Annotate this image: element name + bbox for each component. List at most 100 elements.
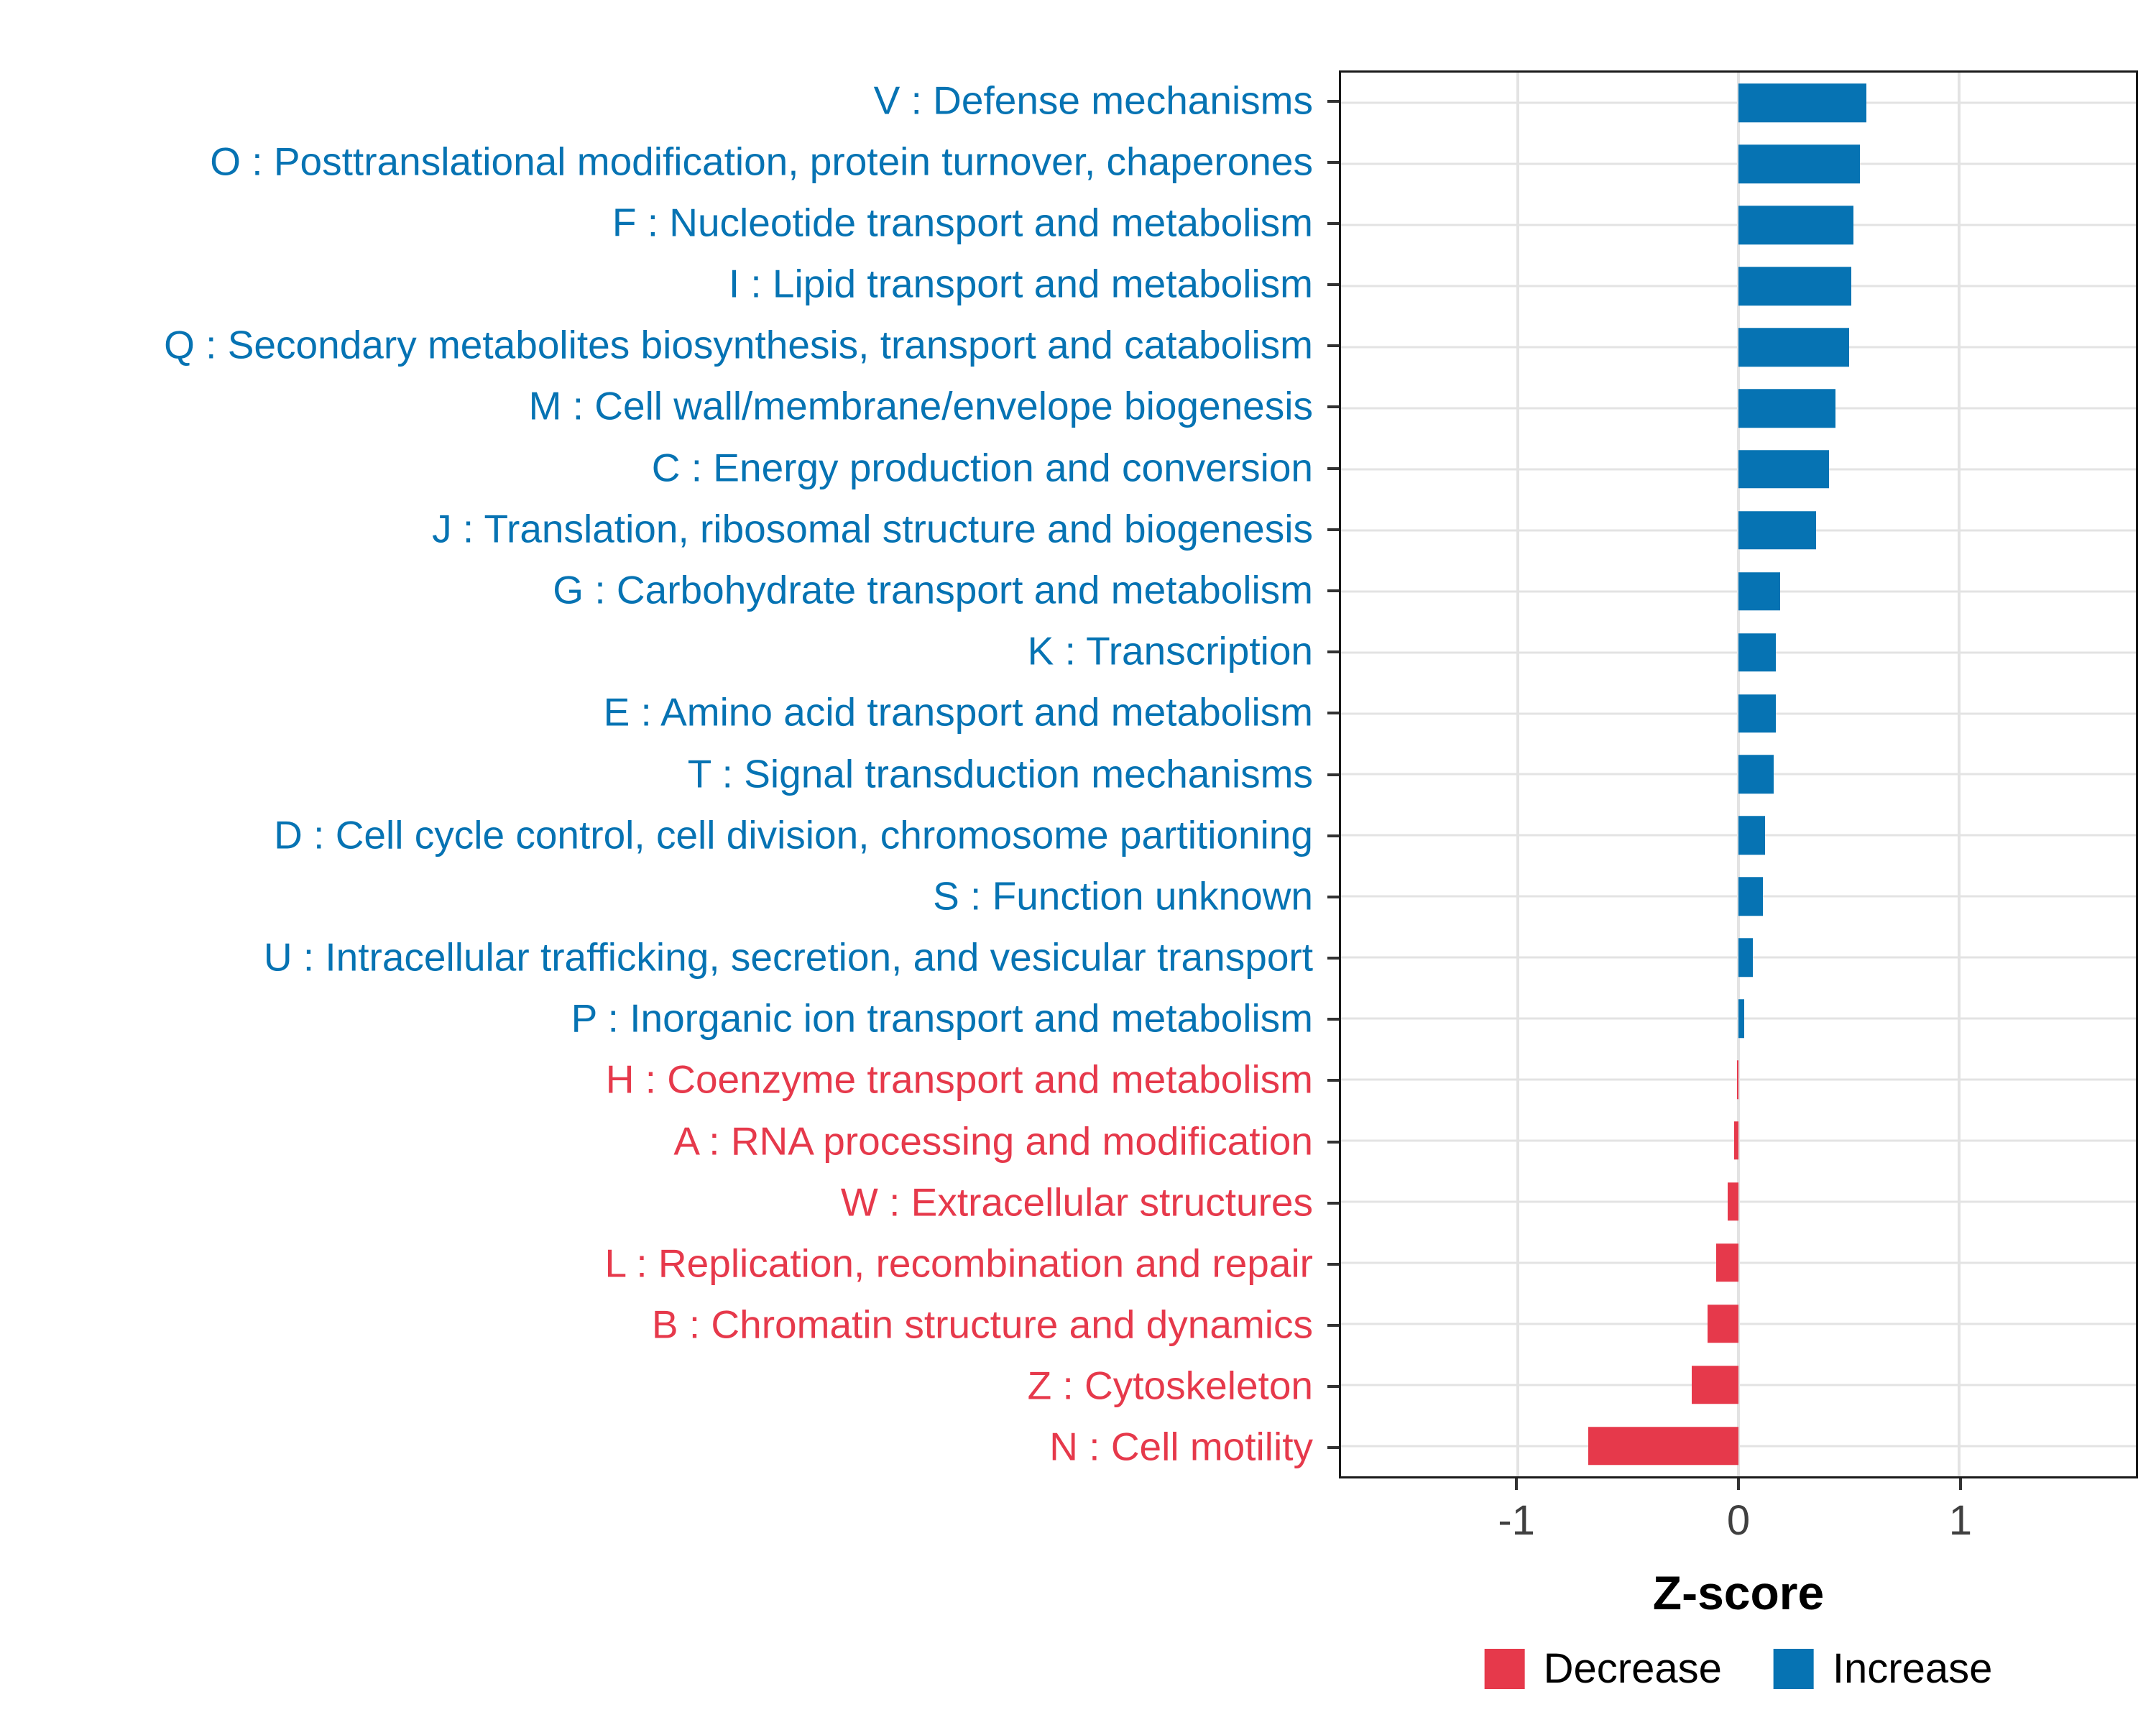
y-tick	[1327, 1262, 1339, 1266]
bar-row	[1341, 378, 2136, 439]
bar	[1738, 83, 1867, 123]
y-gridline	[1341, 1200, 2136, 1203]
y-tick	[1327, 1140, 1339, 1144]
bar	[1738, 632, 1777, 672]
bar-row	[1341, 1232, 2136, 1293]
plot-panel	[1339, 70, 2138, 1478]
bar-row	[1341, 500, 2136, 561]
bar-row	[1341, 683, 2136, 744]
bar-row	[1341, 256, 2136, 317]
bar-row	[1341, 1110, 2136, 1172]
y-tick	[1327, 1201, 1339, 1205]
bar	[1727, 1182, 1738, 1221]
y-tick	[1327, 283, 1339, 287]
category-label: M : Cell wall/membrane/envelope biogenes…	[528, 383, 1313, 428]
x-tick-label: -1	[1498, 1497, 1535, 1544]
y-tick	[1327, 1446, 1339, 1450]
x-tick-label: 1	[1948, 1497, 1973, 1544]
y-tick	[1327, 589, 1339, 592]
bar	[1588, 1426, 1738, 1466]
bar	[1738, 328, 1849, 367]
y-gridline	[1341, 1139, 2136, 1142]
bar	[1738, 999, 1744, 1038]
bar-row	[1341, 622, 2136, 683]
category-label: B : Chromatin structure and dynamics	[651, 1302, 1313, 1347]
y-tick	[1327, 1018, 1339, 1021]
bar-row	[1341, 927, 2136, 988]
category-label: A : RNA processing and modification	[673, 1118, 1313, 1164]
category-label: T : Signal transduction mechanisms	[687, 751, 1313, 796]
bar	[1738, 267, 1851, 305]
legend-label-decrease: Decrease	[1543, 1645, 1722, 1692]
category-label: S : Function unknown	[933, 873, 1313, 919]
bar	[1738, 511, 1816, 550]
y-tick	[1327, 773, 1339, 776]
bar	[1738, 450, 1829, 489]
category-label: Z : Cytoskeleton	[1027, 1363, 1313, 1408]
category-label: U : Intracellular trafficking, secretion…	[263, 934, 1313, 980]
bar-row	[1341, 73, 2136, 134]
category-label: O : Posttranslational modification, prot…	[210, 139, 1313, 184]
y-tick	[1327, 1324, 1339, 1328]
category-label: K : Transcription	[1027, 628, 1313, 673]
bar	[1738, 816, 1765, 855]
bar	[1738, 572, 1781, 611]
y-tick	[1327, 99, 1339, 103]
y-gridline	[1341, 1261, 2136, 1264]
bar	[1738, 206, 1853, 245]
category-label: V : Defense mechanisms	[873, 78, 1313, 123]
bar-row	[1341, 1354, 2136, 1415]
bar-row	[1341, 1293, 2136, 1354]
y-tick	[1327, 528, 1339, 531]
category-label: L : Replication, recombination and repai…	[604, 1241, 1313, 1286]
bar	[1738, 694, 1777, 733]
bar-row	[1341, 561, 2136, 622]
y-gridline	[1341, 1078, 2136, 1081]
y-gridline	[1341, 1322, 2136, 1325]
category-label: P : Inorganic ion transport and metaboli…	[571, 995, 1313, 1041]
category-label: D : Cell cycle control, cell division, c…	[274, 812, 1313, 857]
category-label: J : Translation, ribosomal structure and…	[432, 506, 1313, 551]
x-tick-label: 0	[1726, 1497, 1751, 1544]
legend-item-decrease: Decrease	[1484, 1644, 1722, 1693]
bar	[1738, 389, 1836, 428]
y-gridline	[1341, 1384, 2136, 1386]
x-tick	[1737, 1478, 1740, 1490]
x-tick	[1958, 1478, 1962, 1490]
bar-row	[1341, 1171, 2136, 1232]
y-tick	[1327, 1079, 1339, 1082]
y-tick	[1327, 466, 1339, 470]
y-gridline	[1341, 1445, 2136, 1448]
bar-row	[1341, 744, 2136, 805]
y-tick	[1327, 1385, 1339, 1389]
bar-row	[1341, 134, 2136, 195]
bar-row	[1341, 195, 2136, 256]
category-label: G : Carbohydrate transport and metabolis…	[553, 567, 1313, 612]
x-axis-title: Z-score	[1652, 1566, 1825, 1619]
category-label: F : Nucleotide transport and metabolism	[612, 200, 1313, 245]
y-tick	[1327, 221, 1339, 225]
bar-row	[1341, 438, 2136, 500]
bar	[1738, 877, 1763, 916]
category-label: N : Cell motility	[1049, 1424, 1313, 1469]
category-label: E : Amino acid transport and metabolism	[603, 689, 1313, 735]
bar	[1734, 1121, 1738, 1160]
bar	[1716, 1243, 1738, 1282]
y-tick	[1327, 344, 1339, 348]
increase-swatch	[1773, 1648, 1814, 1689]
bar	[1738, 144, 1860, 184]
bar-row	[1341, 1415, 2136, 1476]
y-tick	[1327, 650, 1339, 654]
x-tick	[1515, 1478, 1519, 1490]
bar-row	[1341, 1049, 2136, 1110]
category-label: C : Energy production and conversion	[651, 445, 1313, 490]
bar	[1738, 938, 1753, 977]
category-label: I : Lipid transport and metabolism	[728, 261, 1313, 306]
bar-row	[1341, 988, 2136, 1049]
bar	[1736, 1060, 1738, 1099]
category-label: H : Coenzyme transport and metabolism	[605, 1057, 1313, 1102]
legend: Decrease Increase	[1484, 1644, 1992, 1693]
bar	[1692, 1365, 1738, 1404]
y-tick	[1327, 160, 1339, 164]
category-label: W : Extracellular structures	[840, 1179, 1313, 1225]
